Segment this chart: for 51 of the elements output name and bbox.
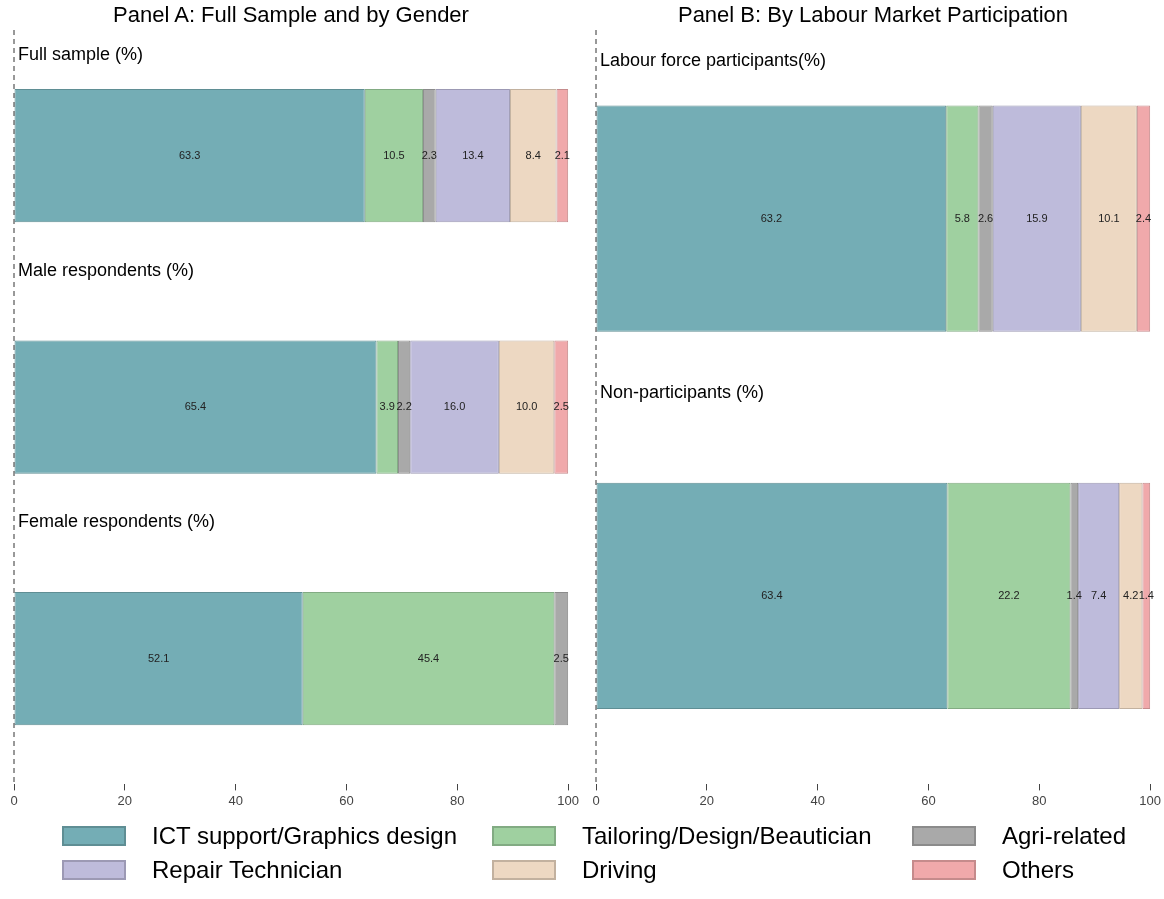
data-label: 2.4 — [1135, 211, 1152, 224]
data-label: 1.4 — [1066, 588, 1082, 601]
data-label: 63.3 — [178, 148, 201, 161]
x-tick-label: 80 — [1032, 792, 1047, 808]
data-label: 13.4 — [462, 148, 484, 161]
data-label: 15.9 — [1026, 211, 1048, 224]
data-label: 10.5 — [383, 148, 405, 161]
data-label: 22.2 — [998, 588, 1020, 601]
x-tick-label: 60 — [339, 792, 354, 808]
legend-label: Others — [1002, 856, 1075, 884]
data-label: 1.4 — [1138, 588, 1154, 601]
legend-label: Driving — [582, 856, 657, 884]
data-label: 2.1 — [554, 148, 570, 161]
data-label: 8.4 — [525, 148, 541, 161]
y-tick-label: Male respondents (%) — [18, 259, 195, 280]
data-label: 63.4 — [761, 588, 783, 601]
data-label: 63.2 — [760, 211, 783, 224]
data-label: 45.4 — [417, 651, 440, 664]
legend-label: Tailoring/Design/Beautician — [582, 822, 872, 850]
y-tick-label: Female respondents (%) — [18, 511, 216, 532]
data-label: 2.3 — [421, 148, 437, 161]
data-label: 10.0 — [515, 400, 538, 413]
data-label: 7.4 — [1090, 588, 1107, 601]
x-tick-label: 20 — [699, 792, 715, 808]
data-label: 2.5 — [553, 400, 569, 413]
legend-label: Repair Technician — [152, 856, 343, 884]
legend-label: ICT support/Graphics design — [152, 822, 458, 850]
data-label: 10.1 — [1098, 211, 1120, 224]
data-label: 16.0 — [443, 400, 466, 413]
x-tick-label: 0 — [592, 792, 600, 808]
data-label: 65.4 — [184, 400, 207, 413]
x-tick-label: 80 — [450, 792, 465, 808]
x-tick-label: 40 — [810, 792, 825, 808]
data-label: 2.2 — [396, 400, 412, 413]
data-label: 5.8 — [954, 211, 970, 224]
x-tick-label: 100 — [1139, 792, 1162, 808]
y-tick-label: Full sample (%) — [18, 43, 144, 64]
data-label: 3.9 — [379, 400, 395, 413]
data-label: 2.6 — [977, 211, 994, 224]
x-tick-label: 40 — [228, 792, 243, 808]
chart-title: Panel A: Full Sample and by Gender — [112, 1, 470, 29]
data-label: 52.1 — [147, 651, 170, 664]
x-tick-label: 100 — [557, 792, 580, 808]
legend-label: Agri-related — [1002, 822, 1127, 850]
data-label: 4.2 — [1123, 588, 1139, 601]
x-tick-label: 0 — [10, 792, 18, 808]
x-tick-label: 20 — [117, 792, 133, 808]
chart-title: Panel B: By Labour Market Participation — [676, 1, 1070, 29]
y-tick-label: Non-participants (%) — [600, 382, 765, 403]
x-tick-label: 60 — [921, 792, 936, 808]
y-tick-label: Labour force participants(%) — [600, 50, 827, 71]
